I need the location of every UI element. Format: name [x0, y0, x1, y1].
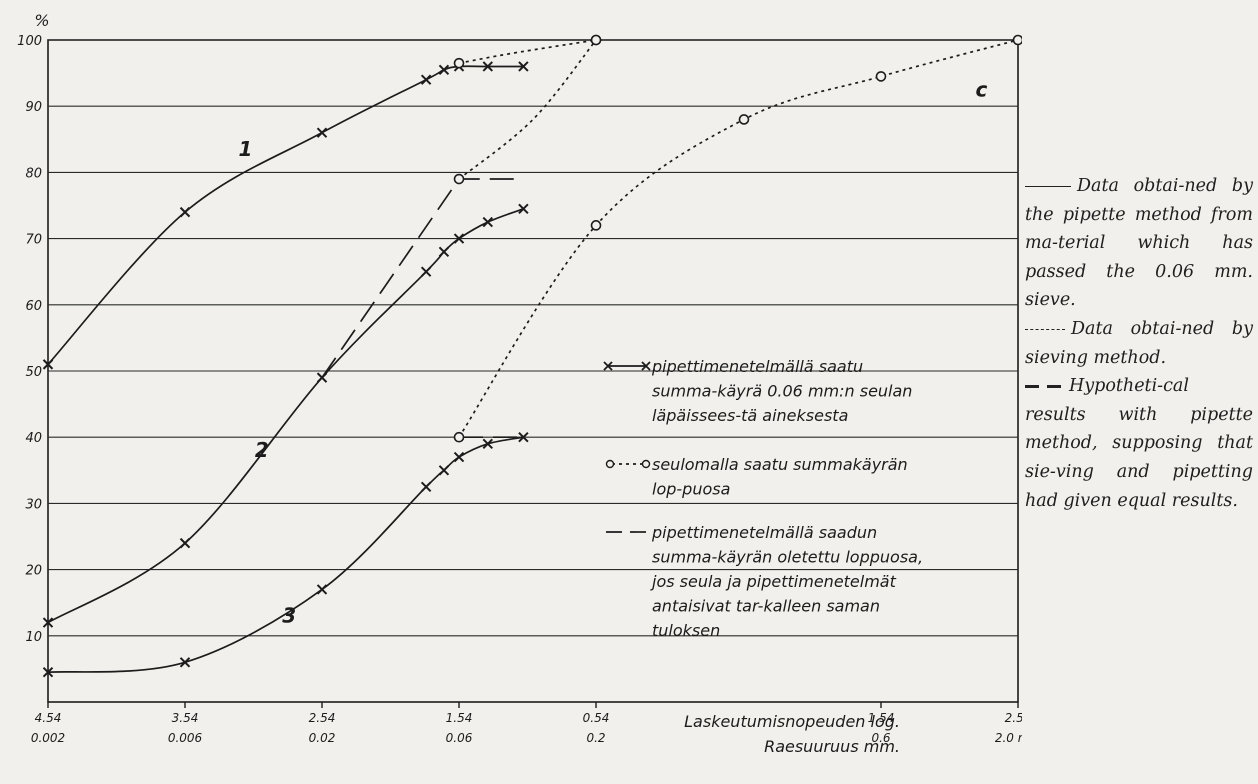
y-tick-label: 60: [25, 299, 42, 314]
point-cross: [438, 64, 450, 75]
series-2-hypothetical: [321, 178, 524, 379]
series-1-pipette: [47, 65, 524, 365]
point-cross: [438, 246, 450, 258]
legend-text-pipette: pipettimenetelmällä saatu summa-käyrä 0.0…: [651, 357, 912, 425]
x-axis-label-size: Raesuuruus mm.: [764, 737, 900, 756]
chart: 10 20 30 40 50 60 70 80 90 100 4.54 0.002 3.54 0.006…: [17, 11, 1022, 756]
point-cross: [482, 216, 493, 228]
y-tick-label: 70: [25, 233, 42, 248]
point-cross: [42, 667, 54, 678]
point-cross: [420, 74, 432, 85]
point-cross: [42, 359, 54, 370]
x-tick-label-size: 0.2: [586, 731, 605, 745]
series-3-sieve: [458, 39, 1019, 438]
x-tick-label: 3.54: [172, 711, 199, 725]
y-tick-label: 20: [25, 564, 42, 579]
x-tick-label: 1.54: [446, 711, 473, 725]
point-circle: [453, 57, 465, 69]
point-circle: [590, 220, 602, 231]
series-2-sieve: [458, 39, 597, 180]
point-cross: [453, 451, 465, 463]
point-circle: [875, 71, 887, 82]
x-tick-label: 2.54: [1005, 711, 1022, 725]
x-tick-label: 0.54: [583, 711, 610, 725]
x-tick-labels: 4.54 0.002 3.54 0.006 2.54 0.02 1.54 0.06 0.54 0.…: [31, 702, 1022, 745]
point-circle: [738, 114, 750, 125]
legend: pipettimenetelmällä saatu summa-käyrä 0.0…: [603, 357, 923, 640]
x-tick-label-size: 0.002: [31, 731, 65, 745]
caption-solid: Data obtai-ned by the pipette method fro…: [1025, 172, 1253, 315]
y-tick-labels: 10 20 30 40 50 60 70 80 90 100: [17, 34, 42, 645]
legend-marker-cross: [603, 361, 651, 371]
caption: Data obtai-ned by the pipette method fro…: [1025, 172, 1253, 515]
y-tick-label: 10: [25, 630, 42, 645]
caption-hypothetical: Hypotheti-cal results with pipette metho…: [1025, 372, 1253, 515]
series-1-sieve: [458, 39, 597, 65]
point-cross: [438, 465, 450, 476]
point-circle: [590, 34, 602, 46]
curve-label: 1: [238, 137, 252, 161]
y-tick-label: 50: [25, 365, 42, 380]
point-cross: [316, 584, 328, 595]
point-cross: [518, 431, 529, 443]
dotted-line-swatch: [1025, 328, 1065, 330]
point-cross: [518, 61, 529, 72]
y-axis-label: %: [34, 11, 49, 30]
caption-solid-text: Data obtai-ned by the pipette method fro…: [1025, 176, 1253, 311]
x-axis-label: Laskeutumisnopeuden log.: [684, 712, 900, 731]
long-dash-swatch: [1025, 385, 1061, 388]
x-tick-label: 1.54: [868, 711, 895, 725]
x-tick-label: 2.54: [309, 711, 336, 725]
point-circle: [453, 173, 465, 185]
grid: [47, 39, 1019, 703]
y-tick-label: 80: [25, 166, 42, 181]
point-cross: [179, 657, 191, 668]
curve-label: 3: [282, 604, 296, 628]
x-tick-label-size: 0.006: [168, 731, 203, 745]
caption-dotted-text: Data obtai-ned by sieving method.: [1025, 318, 1253, 368]
curve-label: 2: [255, 438, 269, 462]
point-cross: [179, 206, 191, 218]
point-cross: [420, 481, 432, 493]
y-tick-label: 30: [25, 497, 42, 512]
x-tick-label-size: 0.02: [309, 731, 336, 745]
legend-text-sieve: seulomalla saatu summakäyrän lop-puosa: [652, 455, 908, 499]
legend-text-hypothetical: pipettimenetelmällä saadun summa-käyrän o…: [650, 523, 923, 640]
series-2-pipette: [47, 208, 524, 624]
caption-hypothetical-text: Hypotheti-cal results with pipette metho…: [1025, 376, 1253, 511]
markers: [42, 34, 1022, 678]
point-cross: [420, 266, 432, 277]
point-circle: [453, 431, 465, 443]
x-tick-label-size: 2.0 mm: [995, 731, 1022, 745]
x-tick-label: 4.54: [35, 711, 62, 725]
point-cross: [179, 537, 191, 549]
point-cross: [482, 438, 493, 450]
point-cross: [482, 61, 493, 72]
curve-label: c: [976, 77, 988, 101]
solid-line-swatch: [1025, 186, 1071, 187]
point-circle: [1012, 34, 1022, 46]
point-cross: [518, 203, 529, 215]
legend-marker-circle: [641, 459, 651, 469]
y-tick-label: 40: [25, 431, 42, 446]
point-cross: [316, 372, 328, 383]
legend-marker-circle: [605, 459, 615, 469]
point-cross: [316, 127, 328, 138]
y-tick-label: 100: [17, 34, 42, 49]
x-tick-label-size: 0.06: [446, 731, 473, 745]
point-cross: [453, 233, 465, 244]
x-tick-label-size: 0.6: [871, 731, 890, 745]
caption-dotted: Data obtai-ned by sieving method.: [1025, 315, 1253, 372]
y-tick-label: 90: [25, 100, 42, 115]
curve-labels: 1 2 3 c: [238, 77, 987, 627]
point-cross: [42, 617, 54, 628]
series-3-pipette: [47, 436, 524, 674]
